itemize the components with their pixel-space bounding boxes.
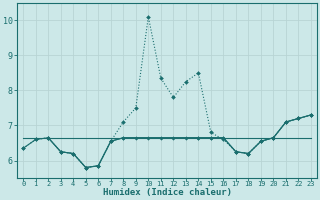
X-axis label: Humidex (Indice chaleur): Humidex (Indice chaleur) xyxy=(103,188,232,197)
